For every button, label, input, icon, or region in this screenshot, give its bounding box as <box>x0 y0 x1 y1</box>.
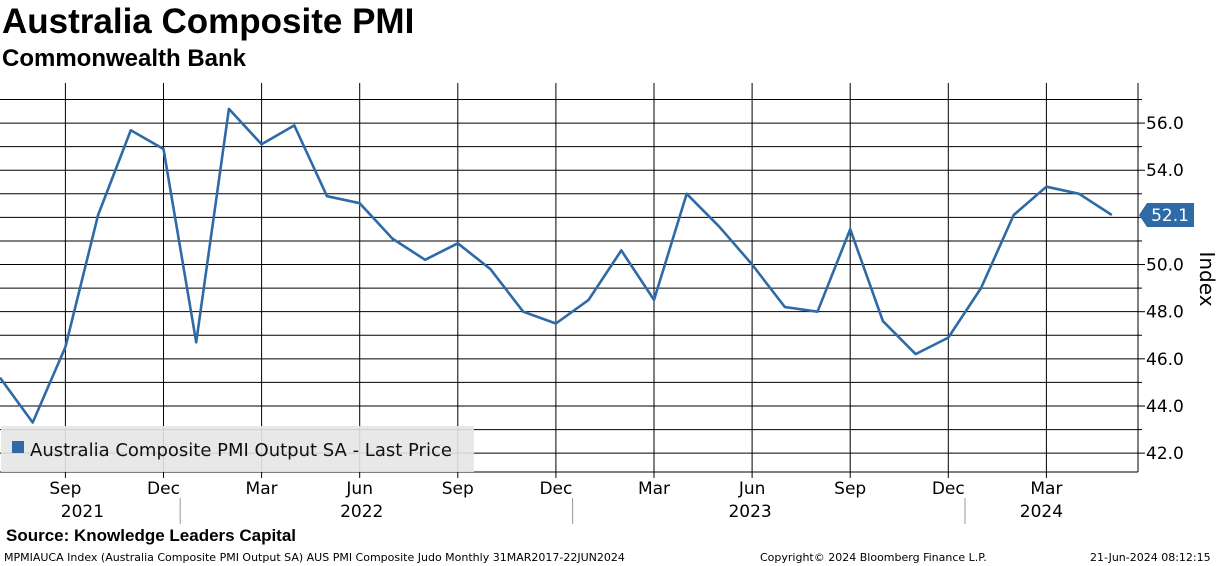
y-tick-label: 56.0 <box>1146 114 1184 134</box>
x-tick-label: Sep <box>834 479 866 499</box>
x-year-label: 2024 <box>1020 502 1063 522</box>
last-value-label: 52.1 <box>1151 206 1189 226</box>
x-tick-label: Dec <box>147 479 180 499</box>
last-value-tag <box>1139 203 1194 228</box>
series-line <box>0 107 1113 424</box>
x-tick-label: Mar <box>638 479 670 499</box>
x-year-label: 2021 <box>61 502 104 522</box>
legend-background <box>1 426 474 472</box>
last-value-marker: 52.1 <box>1139 203 1194 228</box>
gridlines <box>0 83 1138 472</box>
footer-copyright: Copyright© 2024 Bloomberg Finance L.P. <box>760 551 987 564</box>
legend-label: Australia Composite PMI Output SA - Last… <box>30 440 452 461</box>
x-tick-label: Sep <box>442 479 474 499</box>
y-tick-label: 42.0 <box>1146 444 1184 464</box>
y-tick-label: 50.0 <box>1146 256 1184 276</box>
x-year-label: 2022 <box>340 502 383 522</box>
x-tick-label: Jun <box>738 479 766 499</box>
chart-title: Australia Composite PMI <box>2 2 415 41</box>
axes <box>0 83 1139 473</box>
y-axis-ticks: 42.044.046.048.050.052.054.056.0 <box>1138 99 1184 464</box>
x-tick-label: Dec <box>932 479 965 499</box>
x-tick-label: Mar <box>246 479 278 499</box>
x-tick-label: Jun <box>345 479 373 499</box>
y-tick-label: 44.0 <box>1146 397 1184 417</box>
chart-subtitle: Commonwealth Bank <box>2 45 247 72</box>
legend-swatch <box>12 441 24 453</box>
y-tick-label: 46.0 <box>1146 350 1184 370</box>
x-tick-label: Dec <box>539 479 572 499</box>
y-tick-label: 48.0 <box>1146 303 1184 323</box>
footer-ticker: MPMIAUCA Index (Australia Composite PMI … <box>4 551 625 564</box>
x-tick-label: Mar <box>1030 479 1062 499</box>
x-year-label: 2023 <box>728 502 771 522</box>
legend: Australia Composite PMI Output SA - Last… <box>1 426 474 472</box>
y-tick-label: 54.0 <box>1146 161 1184 181</box>
source-note: Source: Knowledge Leaders Capital <box>6 526 297 545</box>
footer-timestamp: 21-Jun-2024 08:12:15 <box>1090 551 1211 564</box>
x-axis-ticks: Sep Dec Mar Jun Sep Dec Mar Jun Sep Dec Mar 2021 202… <box>49 472 1063 524</box>
y-axis-label: Index <box>1195 251 1219 306</box>
x-tick-label: Sep <box>49 479 81 499</box>
